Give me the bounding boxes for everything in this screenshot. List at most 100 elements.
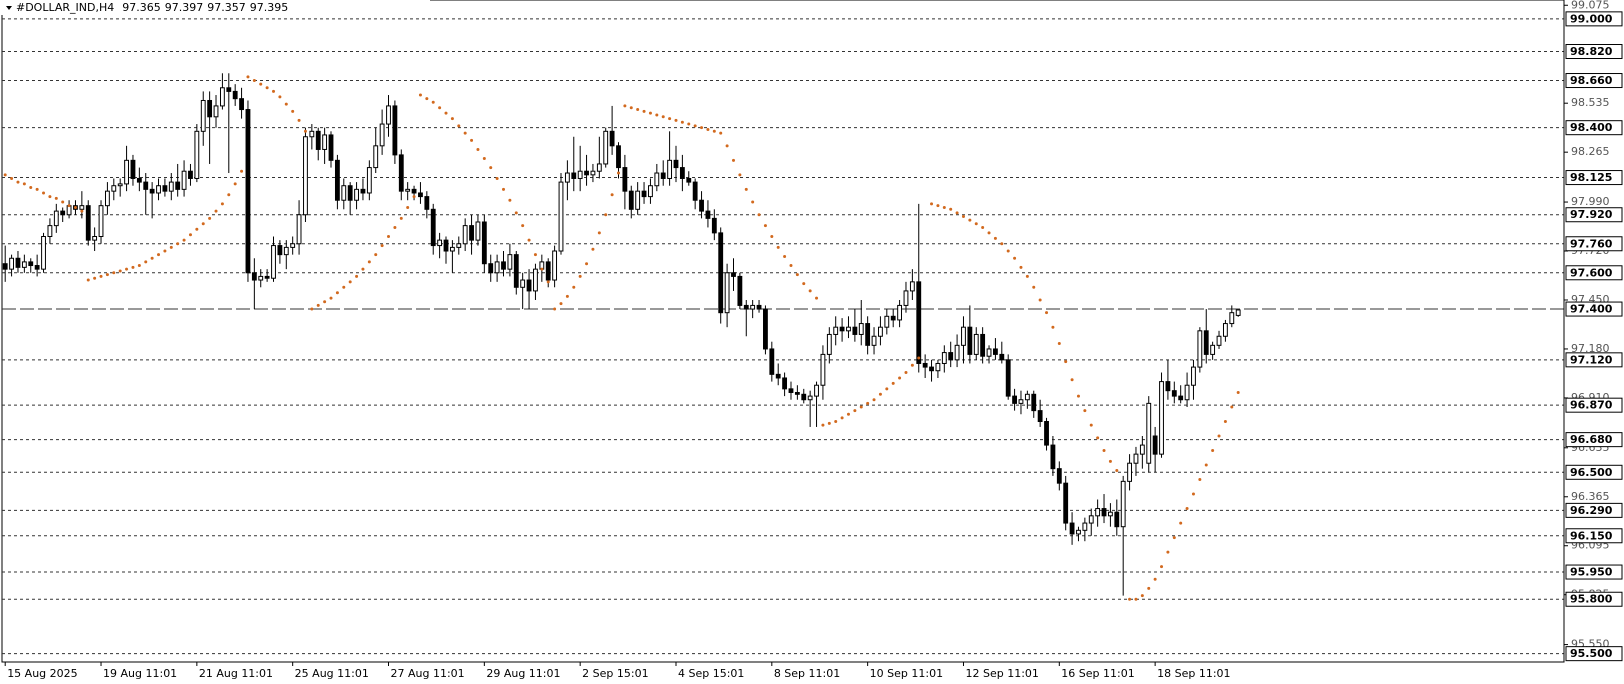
sar-dot bbox=[489, 166, 493, 170]
candle-body bbox=[884, 315, 890, 328]
level-label-box bbox=[1565, 236, 1623, 252]
candle-body bbox=[15, 257, 21, 268]
candle-body bbox=[418, 192, 423, 198]
level-label-box bbox=[1565, 44, 1623, 60]
sar-dot bbox=[604, 213, 608, 217]
candle-body bbox=[47, 225, 53, 238]
candle-body bbox=[545, 261, 551, 281]
sar-dot bbox=[700, 126, 704, 130]
sar-dot bbox=[303, 129, 307, 133]
sar-dot bbox=[99, 274, 103, 278]
candle-body bbox=[724, 272, 730, 314]
candle-body bbox=[801, 393, 807, 401]
sar-dot bbox=[815, 296, 819, 300]
candle-body bbox=[1191, 366, 1196, 386]
level-label: 96.870 bbox=[1570, 399, 1613, 412]
sar-dot bbox=[233, 182, 237, 186]
candle-body bbox=[1031, 393, 1037, 412]
candle-body bbox=[679, 167, 685, 179]
candle-body bbox=[194, 130, 200, 179]
sar-dot bbox=[687, 122, 691, 126]
sar-dot bbox=[514, 211, 518, 215]
sar-dot bbox=[297, 118, 301, 122]
sar-dot bbox=[795, 273, 799, 277]
x-tick-label: 19 Aug 11:01 bbox=[103, 667, 177, 680]
sar-dot bbox=[1057, 342, 1061, 346]
sar-dot bbox=[316, 303, 320, 307]
candle-body bbox=[507, 254, 513, 270]
candle-body bbox=[341, 185, 347, 201]
sar-dot bbox=[936, 204, 940, 208]
sar-dot bbox=[476, 147, 480, 151]
sar-dot bbox=[776, 245, 780, 249]
candle-body bbox=[865, 323, 871, 346]
candle-body bbox=[954, 344, 960, 361]
sar-dot bbox=[521, 224, 525, 228]
sar-dot bbox=[1153, 577, 1157, 581]
candle-body bbox=[136, 177, 142, 183]
candle-body bbox=[1197, 330, 1203, 368]
candle-body bbox=[622, 167, 628, 192]
sar-dot bbox=[955, 211, 959, 215]
sar-dot bbox=[361, 267, 365, 271]
sar-dot bbox=[380, 244, 384, 248]
candle-body bbox=[1133, 453, 1139, 464]
level-label-box bbox=[1565, 301, 1623, 317]
candle-body bbox=[941, 352, 947, 364]
candle-body bbox=[315, 130, 321, 150]
sar-dot bbox=[169, 245, 173, 249]
candle-body bbox=[334, 159, 340, 201]
candle-body bbox=[763, 308, 768, 350]
candle-body bbox=[143, 181, 149, 190]
candle-body bbox=[98, 205, 104, 238]
candle-body bbox=[354, 188, 359, 201]
candle-body bbox=[1165, 381, 1171, 392]
sar-dot bbox=[393, 225, 397, 229]
sar-dot bbox=[444, 111, 448, 115]
sar-dot bbox=[527, 238, 531, 242]
sar-dot bbox=[636, 108, 640, 112]
header-arrow[interactable] bbox=[6, 6, 12, 10]
sar-dot bbox=[731, 158, 735, 162]
y-tick-label: 99.075 bbox=[1571, 0, 1610, 11]
ohlc-open: 97.365 bbox=[122, 1, 161, 14]
sar-dot bbox=[1179, 521, 1183, 525]
sar-dot bbox=[450, 117, 454, 121]
level-label: 97.920 bbox=[1570, 208, 1613, 221]
y-tick-label: 96.365 bbox=[1571, 490, 1610, 503]
candle-body bbox=[501, 261, 506, 270]
candle-body bbox=[175, 181, 181, 190]
level-label-box bbox=[1565, 170, 1623, 186]
sar-dot bbox=[412, 195, 416, 199]
x-tick-label: 12 Sep 11:01 bbox=[965, 667, 1038, 680]
sar-dot bbox=[853, 409, 857, 413]
sar-dot bbox=[54, 196, 58, 200]
sar-dot bbox=[470, 138, 474, 142]
candle-body bbox=[1012, 395, 1018, 404]
level-label-box bbox=[1565, 591, 1623, 607]
sar-dot bbox=[1198, 478, 1202, 482]
candle-body bbox=[993, 348, 998, 355]
sar-dot bbox=[259, 82, 263, 86]
sar-dot bbox=[16, 180, 20, 184]
sar-dot bbox=[329, 296, 333, 300]
candle-body bbox=[1044, 421, 1049, 446]
candle-body bbox=[756, 304, 762, 310]
sar-dot bbox=[751, 200, 755, 204]
sar-dot bbox=[61, 200, 65, 204]
sar-dot bbox=[942, 205, 946, 209]
sar-dot bbox=[157, 253, 161, 257]
level-label: 97.760 bbox=[1570, 237, 1613, 250]
sar-dot bbox=[208, 216, 212, 220]
sar-dot bbox=[1204, 463, 1208, 467]
candle-body bbox=[929, 366, 934, 372]
sar-dot bbox=[137, 264, 141, 268]
x-tick-label: 21 Aug 11:01 bbox=[199, 667, 273, 680]
sar-dot bbox=[610, 193, 614, 197]
sar-dot bbox=[508, 198, 512, 202]
level-label: 96.150 bbox=[1570, 529, 1613, 542]
candle-body bbox=[564, 172, 570, 183]
sar-dot bbox=[866, 401, 870, 405]
sar-dot bbox=[565, 294, 569, 298]
